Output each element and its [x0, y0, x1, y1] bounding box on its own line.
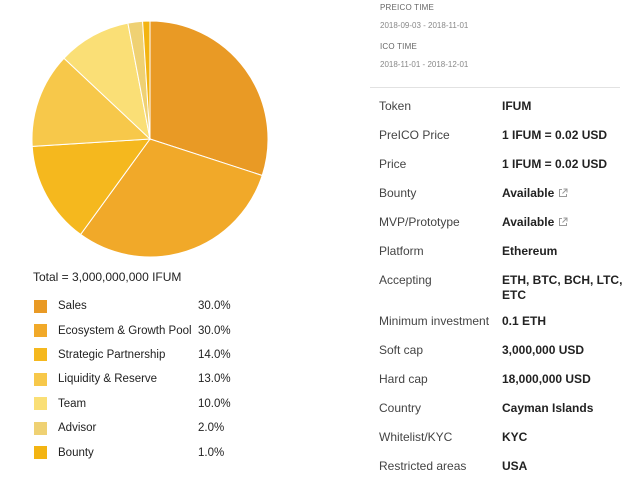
pie-slice-team: [63, 22, 151, 141]
detail-row-minimum-investment: Minimum investment 0.1 ETH: [379, 314, 624, 343]
legend-percent: 30.0%: [198, 324, 231, 337]
detail-row-mvp-prototype: MVP/Prototype Available: [379, 215, 624, 244]
detail-row-hard-cap: Hard cap 18,000,000 USD: [379, 372, 624, 401]
pie-legend: Sales 30.0% Ecosystem & Growth Pool 30.0…: [34, 294, 250, 465]
legend-item-team: Team 10.0%: [34, 392, 250, 416]
legend-percent: 1.0%: [198, 446, 225, 459]
detail-row-accepting: Accepting ETH, BTC, BCH, LTC, ETC: [379, 273, 624, 314]
detail-value: IFUM: [502, 99, 532, 113]
detail-value: USA: [502, 459, 528, 473]
detail-label: Minimum investment: [379, 314, 490, 328]
pie-slice-sales: [149, 20, 269, 177]
detail-label: Whitelist/KYC: [379, 430, 453, 444]
legend-item-strategic-partnership: Strategic Partnership 14.0%: [34, 343, 250, 367]
legend-label: Team: [58, 397, 87, 410]
legend-swatch-icon: [34, 372, 47, 386]
detail-value: 1 IFUM = 0.02 USD: [502, 128, 608, 142]
detail-value: 18,000,000 USD: [502, 372, 591, 386]
detail-value: KYC: [502, 430, 528, 444]
legend-percent: 2.0%: [198, 422, 225, 435]
detail-label: Soft cap: [379, 343, 424, 357]
bounty-link[interactable]: Available: [502, 186, 624, 201]
legend-label: Bounty: [58, 446, 94, 459]
legend-label: Strategic Partnership: [58, 348, 166, 361]
legend-label: Sales: [58, 300, 87, 313]
detail-row-preico-price: PreICO Price 1 IFUM = 0.02 USD: [379, 128, 624, 157]
ico-time-value: 2018-11-01 - 2018-12-01: [380, 60, 469, 69]
pie-slice-liquidity-reserve: [31, 57, 152, 147]
detail-value: ETH, BTC, BCH, LTC, ETC: [502, 273, 623, 302]
pie-slice-bounty: [142, 20, 151, 140]
token-distribution-pie-chart: [30, 19, 270, 259]
detail-label: Price: [379, 157, 407, 171]
pie-slice-ecosystem-growth-pool: [79, 138, 263, 258]
legend-item-sales: Sales 30.0%: [34, 294, 250, 318]
legend-label: Advisor: [58, 422, 97, 435]
detail-label: Hard cap: [379, 372, 428, 386]
detail-label: Country: [379, 401, 422, 415]
legend-swatch-icon: [34, 348, 47, 362]
legend-swatch-icon: [34, 324, 47, 338]
mvp-prototype-link[interactable]: Available: [502, 215, 624, 230]
detail-row-price: Price 1 IFUM = 0.02 USD: [379, 157, 624, 186]
bounty-link-text: Available: [502, 186, 555, 200]
detail-row-token: Token IFUM: [379, 99, 624, 128]
detail-row-restricted-areas: Restricted areas USA: [379, 459, 624, 480]
ico-details-table: Token IFUM PreICO Price 1 IFUM = 0.02 US…: [379, 99, 624, 480]
detail-row-whitelist-kyc: Whitelist/KYC KYC: [379, 430, 624, 459]
legend-swatch-icon: [34, 421, 47, 435]
preico-time-value: 2018-09-03 - 2018-11-01: [380, 21, 469, 30]
detail-label: Platform: [379, 244, 424, 258]
legend-percent: 14.0%: [198, 348, 231, 361]
total-supply-text: Total = 3,000,000,000 IFUM: [33, 270, 182, 284]
detail-label: Accepting: [379, 273, 432, 287]
legend-item-bounty: Bounty 1.0%: [34, 440, 250, 464]
pie-chart-svg: [31, 20, 269, 258]
detail-value: 1 IFUM = 0.02 USD: [502, 157, 608, 171]
legend-item-liquidity-reserve: Liquidity & Reserve 13.0%: [34, 367, 250, 391]
external-link-icon: [559, 188, 568, 197]
mvp-prototype-link-text: Available: [502, 215, 555, 229]
detail-value: Cayman Islands: [502, 401, 594, 415]
legend-item-ecosystem-growth-pool: Ecosystem & Growth Pool 30.0%: [34, 318, 250, 342]
legend-swatch-icon: [34, 299, 47, 313]
detail-row-soft-cap: Soft cap 3,000,000 USD: [379, 343, 624, 372]
detail-value: Ethereum: [502, 244, 558, 258]
detail-label: Token: [379, 99, 412, 113]
external-link-icon: [559, 217, 568, 226]
preico-time-title: PREICO TIME: [380, 3, 435, 12]
ico-time-title: ICO TIME: [380, 42, 418, 51]
legend-label: Ecosystem & Growth Pool: [58, 324, 192, 337]
legend-swatch-icon: [34, 446, 47, 460]
detail-value: 3,000,000 USD: [502, 343, 585, 357]
legend-percent: 10.0%: [198, 397, 231, 410]
legend-label: Liquidity & Reserve: [58, 373, 158, 386]
detail-row-country: Country Cayman Islands: [379, 401, 624, 430]
detail-label: MVP/Prototype: [379, 215, 460, 229]
legend-item-advisor: Advisor 2.0%: [34, 416, 250, 440]
detail-label: Bounty: [379, 186, 417, 200]
legend-percent: 13.0%: [198, 373, 231, 386]
detail-value: 0.1 ETH: [502, 314, 547, 328]
legend-swatch-icon: [34, 397, 47, 411]
pie-slice-strategic-partnership: [31, 138, 152, 236]
detail-row-platform: Platform Ethereum: [379, 244, 624, 273]
legend-percent: 30.0%: [198, 300, 231, 313]
section-divider: [370, 87, 620, 88]
detail-label: Restricted areas: [379, 459, 467, 473]
detail-row-bounty: Bounty Available: [379, 186, 624, 215]
detail-label: PreICO Price: [379, 128, 450, 142]
